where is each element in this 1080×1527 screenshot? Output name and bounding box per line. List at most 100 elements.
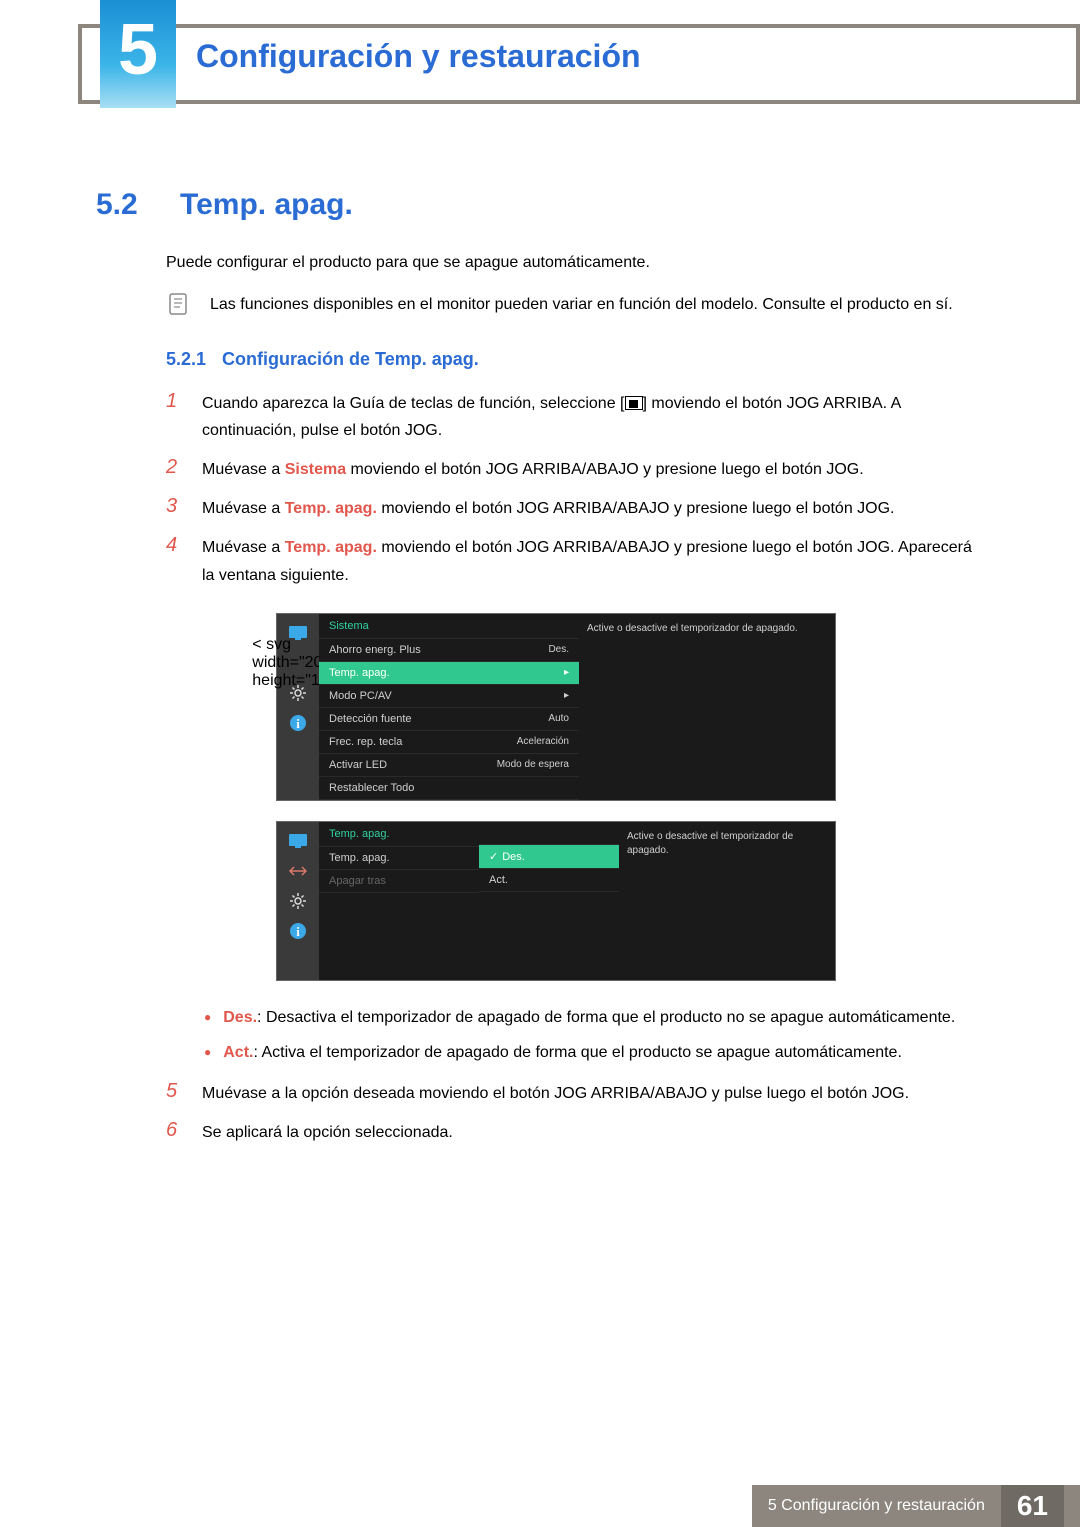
step-text: Muévase a Temp. apag. moviendo el botón … [202,495,895,522]
osd-menu-list: Sistema Ahorro energ. Plus Des. Temp. apag… [319,614,579,800]
step-number: 6 [166,1119,186,1146]
footer-chapter-label: 5 Configuración y restauración [752,1485,1001,1527]
step-3-bold: Temp. apag. [285,500,377,517]
section-number: 5.2 [96,188,156,222]
osd-menu-row: Apagar tras [319,870,479,893]
intro-paragraph: Puede configurar el producto para que se… [166,250,984,276]
step-3-pre: Muévase a [202,500,285,517]
osd-menu-2: i Temp. apag. Temp. apag. Apagar tras ✓De… [276,821,836,981]
monitor-icon [287,830,309,852]
section-title: Temp. apag. [180,188,353,222]
bullet-des: ● Des.: Desactiva el temporizador de apa… [204,1005,984,1031]
step-number: 2 [166,456,186,483]
bullet-text: Act.: Activa el temporizador de apagado … [223,1040,902,1066]
check-icon: ✓ [489,851,498,863]
bullet-text: Des.: Desactiva el temporizador de apaga… [223,1005,955,1031]
osd-row-label: Frec. rep. tecla [329,736,402,748]
step-text: Se aplicará la opción seleccionada. [202,1119,453,1146]
info-icon: i [287,712,309,734]
osd-row-value: ▸ [564,690,569,702]
info-icon: i [287,920,309,942]
note-text: Las funciones disponibles en el monitor … [210,292,953,321]
bullet-act: ● Act.: Activa el temporizador de apagad… [204,1040,984,1066]
osd-row-label: Activar LED [329,759,387,771]
osd-submenu-row: ✓Des. [479,845,619,869]
bullet-marker: ● [204,1005,211,1031]
page-footer: 5 Configuración y restauración 61 [0,1485,1080,1527]
bullet-label: Des. [223,1009,257,1026]
osd-menu-row: Frec. rep. tecla Aceleración [319,731,579,754]
step-4-bold: Temp. apag. [285,539,377,556]
step-text: Cuando aparezca la Guía de teclas de fun… [202,390,984,444]
osd-menu-row: Modo PC/AV▸ [319,685,579,708]
osd-menu-title: Sistema [319,614,579,639]
subsection-title: Configuración de Temp. apag. [222,349,479,370]
subsection-heading: 5.2.1 Configuración de Temp. apag. [166,349,984,370]
osd-menu-row: Restablecer Todo [319,777,579,800]
footer-end-bar [1064,1485,1080,1527]
osd-row-value: ▸ [564,667,569,679]
section-heading: 5.2 Temp. apag. [96,188,984,222]
osd-row-label: Temp. apag. [329,667,390,679]
osd-row-label: Apagar tras [329,875,386,887]
step-2-pre: Muévase a [202,461,285,478]
step-4-pre: Muévase a [202,539,285,556]
step-number: 3 [166,495,186,522]
step-1-pre: Cuando aparezca la Guía de teclas de fun… [202,395,625,412]
step-number: 4 [166,534,186,588]
resize-icon: < svg width="20" height="16"> [287,652,309,674]
page-content: 5.2 Temp. apag. Puede configurar el prod… [96,188,984,1158]
svg-text:i: i [296,924,300,939]
step-2: 2 Muévase a Sistema moviendo el botón JO… [166,456,984,483]
step-3: 3 Muévase a Temp. apag. moviendo el botó… [166,495,984,522]
osd-row-label: Restablecer Todo [329,782,414,794]
osd-sidebar: < svg width="20" height="16"> i [277,614,319,800]
step-3-post: moviendo el botón JOG ARRIBA/ABAJO y pre… [377,500,895,517]
step-5: 5 Muévase a la opción deseada moviendo e… [166,1080,984,1107]
osd-submenu: ✓Des.Act. [479,822,619,980]
osd-menu-row: Temp. apag. ▸ [319,662,579,685]
subsection-number: 5.2.1 [166,349,206,370]
osd-row-value: Des. [548,644,569,656]
step-2-post: moviendo el botón JOG ARRIBA/ABAJO y pre… [346,461,864,478]
osd-row-label: Temp. apag. [329,852,390,864]
osd-screenshots: < svg width="20" height="16"> i Sistema … [276,613,984,981]
step-6: 6 Se aplicará la opción seleccionada. [166,1119,984,1146]
osd-row-value: Aceleración [517,736,569,748]
step-number: 5 [166,1080,186,1107]
osd-sidebar: i [277,822,319,980]
step-number: 1 [166,390,186,444]
bullet-marker: ● [204,1040,211,1066]
step-text: Muévase a Sistema moviendo el botón JOG … [202,456,864,483]
osd-row-label: Ahorro energ. Plus [329,644,421,656]
resize-icon [287,860,309,882]
osd-menu-row: Activar LED Modo de espera [319,754,579,777]
bullet-label: Act. [223,1044,253,1061]
bullet-body: : Activa el temporizador de apagado de f… [253,1044,901,1061]
osd-description: Active o desactive el temporizador de ap… [579,614,835,800]
step-text: Muévase a la opción deseada moviendo el … [202,1080,909,1107]
osd-menu-row: Detección fuente Auto [319,708,579,731]
osd-row-value: Auto [548,713,569,725]
menu-icon [625,396,643,410]
chapter-title: Configuración y restauración [196,38,641,75]
osd-menu-row: Ahorro energ. Plus Des. [319,639,579,662]
note-block: Las funciones disponibles en el monitor … [166,292,984,321]
step-4: 4 Muévase a Temp. apag. moviendo el botó… [166,534,984,588]
osd-row-label: Detección fuente [329,713,412,725]
step-2-bold: Sistema [285,461,346,478]
footer-page-number: 61 [1001,1485,1064,1527]
note-icon [166,292,194,321]
step-text: Muévase a Temp. apag. moviendo el botón … [202,534,984,588]
gear-icon [287,890,309,912]
chapter-badge: 5 [100,0,176,108]
osd-menu-list: Temp. apag. Temp. apag. Apagar tras [319,822,479,980]
svg-text:i: i [296,716,300,731]
osd-row-value: Modo de espera [497,759,569,771]
osd-menu-1: < svg width="20" height="16"> i Sistema … [276,613,836,801]
osd-description: Active o desactive el temporizador de ap… [619,822,835,980]
bullet-body: : Desactiva el temporizador de apagado d… [257,1009,955,1026]
osd-menu-title: Temp. apag. [319,822,479,847]
gear-icon [287,682,309,704]
osd-menu-row: Temp. apag. [319,847,479,870]
